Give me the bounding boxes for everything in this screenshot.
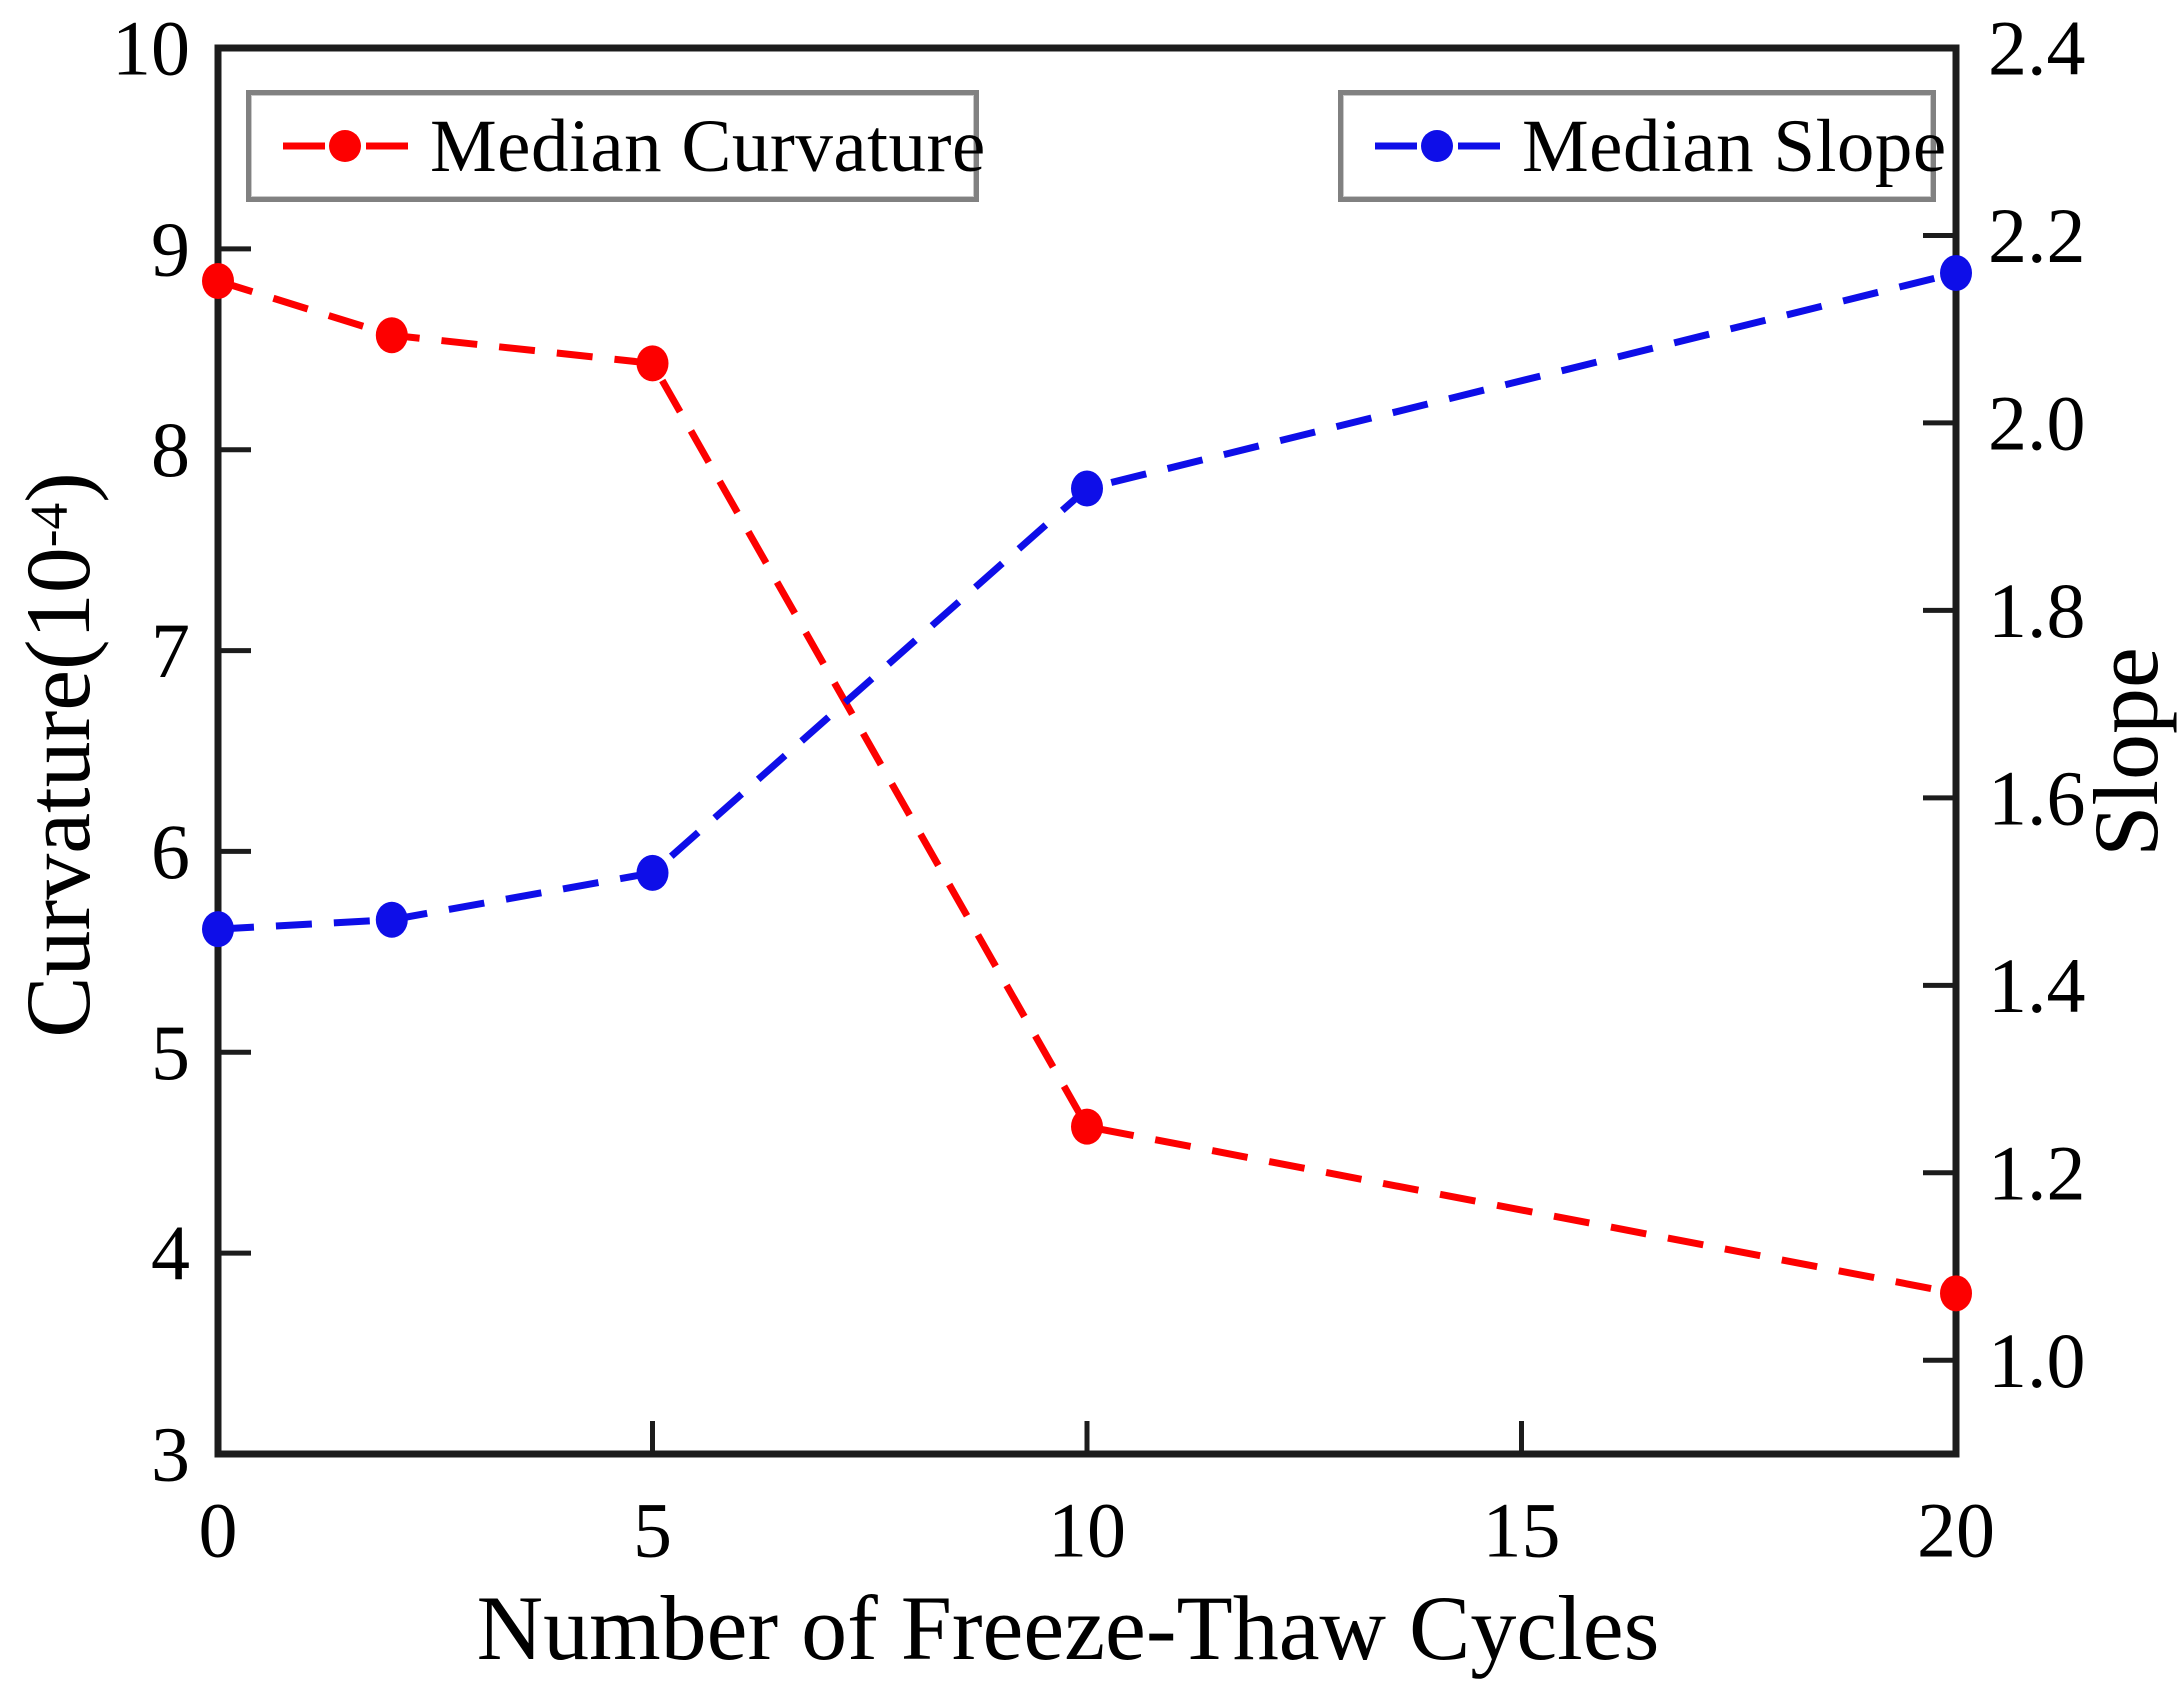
- data-point-median-curvature-1: [375, 317, 408, 354]
- left-axis-tick-label: 10: [112, 5, 190, 92]
- legend-median-curvature: Median Curvature: [246, 90, 985, 202]
- right-axis-tick-label: 1.4: [1988, 942, 2086, 1029]
- x-axis-tick-label: 15: [1483, 1487, 1561, 1574]
- legend-marker-median-slope-icon: [1375, 130, 1500, 162]
- left-axis-tick-label: 9: [151, 205, 190, 292]
- legend-label-median-slope: Median Slope: [1522, 104, 1947, 188]
- left-axis-title-exponent: -4: [18, 502, 79, 548]
- data-point-median-slope-4: [1940, 254, 1972, 291]
- legend-marker-median-curvature-icon: [283, 130, 408, 162]
- plot-border: [214, 44, 1960, 1458]
- left-axis-tick-label: 3: [151, 1411, 190, 1498]
- data-point-median-curvature-3: [1071, 1108, 1103, 1145]
- left-axis-tick-label: 5: [151, 1009, 190, 1096]
- series-line-median-slope: [217, 269, 1957, 933]
- x-axis-tick-label: 0: [199, 1487, 238, 1574]
- right-axis-tick-label: 2.0: [1988, 379, 2086, 466]
- right-axis-title: Slope: [2075, 647, 2177, 857]
- x-axis-tick-label: 20: [1917, 1487, 1995, 1574]
- left-axis-tick-label: 4: [151, 1210, 190, 1297]
- data-point-median-slope-0: [202, 911, 234, 948]
- data-point-median-slope-2: [636, 854, 669, 891]
- left-axis-tick-label: 7: [151, 607, 190, 694]
- left-axis-tick-label: 6: [151, 808, 190, 895]
- left-axis-title-prefix: Curvature(10: [7, 547, 109, 1038]
- right-axis-tick-label: 1.0: [1988, 1317, 2086, 1404]
- legend-label-median-curvature: Median Curvature: [430, 104, 986, 188]
- data-point-median-slope-3: [1071, 470, 1103, 507]
- right-axis-tick-label: 1.8: [1988, 567, 2086, 654]
- x-axis-title: Number of Freeze-Thaw Cycles: [476, 1577, 1660, 1679]
- data-point-median-curvature-2: [636, 345, 669, 382]
- right-axis-tick-label: 1.6: [1988, 754, 2086, 841]
- x-axis-tick-label: 10: [1048, 1487, 1126, 1574]
- data-point-median-curvature-0: [202, 262, 234, 299]
- legend-median-slope: Median Slope: [1338, 90, 1946, 202]
- right-axis-tick-label: 2.4: [1988, 5, 2086, 92]
- right-axis-tick-label: 2.2: [1988, 192, 2086, 279]
- data-point-median-slope-1: [375, 901, 408, 938]
- left-axis-tick-label: 8: [151, 406, 190, 493]
- data-point-median-curvature-4: [1940, 1275, 1972, 1312]
- right-axis-tick-label: 1.2: [1988, 1129, 2086, 1216]
- left-axis-title-suffix: ): [7, 472, 109, 503]
- left-axis-title: Curvature(10-4): [7, 472, 109, 1038]
- series-line-median-curvature: [216, 277, 1957, 1297]
- x-axis-tick-label: 5: [633, 1487, 672, 1574]
